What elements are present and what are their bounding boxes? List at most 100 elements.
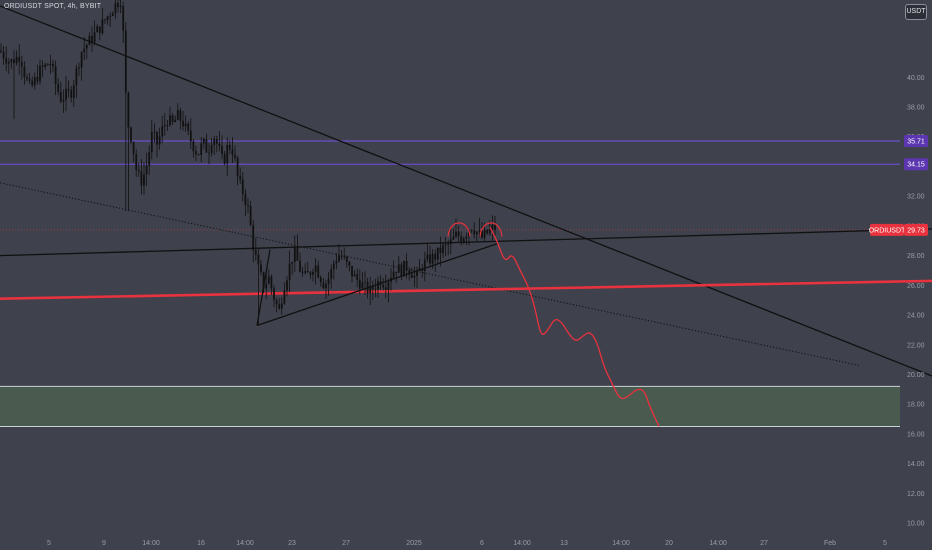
candle-body: [104, 19, 106, 21]
support-line: [0, 279, 932, 301]
candle-body: [257, 254, 260, 265]
level-badge-label: 35.71: [907, 139, 925, 146]
candle-body: [28, 78, 31, 81]
candle-body: [223, 153, 226, 164]
candle-body: [197, 154, 200, 156]
candle-body: [265, 283, 268, 289]
candle-body: [296, 246, 299, 261]
time-tick: 13: [560, 540, 568, 547]
candle-body: [114, 3, 117, 14]
candle-body: [299, 260, 301, 272]
target-zone: [0, 385, 900, 428]
candle-body: [413, 275, 416, 278]
last-price-badge: [904, 223, 928, 236]
candle-body: [205, 138, 208, 153]
time-tick: 23: [288, 540, 296, 547]
symbol-badge: [870, 223, 904, 236]
dotted-trendline: [0, 182, 861, 367]
candle-body: [322, 282, 325, 289]
candle-body: [418, 268, 421, 271]
candle-body: [379, 280, 382, 286]
candle-body: [192, 141, 195, 152]
candle-body: [221, 146, 223, 154]
candle-body: [127, 92, 130, 128]
candle-body: [429, 254, 431, 264]
candle-body: [330, 269, 333, 279]
price-tick: 12.00: [907, 491, 925, 498]
candle-body: [439, 247, 442, 254]
price-tick: 10.00: [907, 521, 925, 528]
candle-body: [403, 260, 405, 277]
projection-curve: [489, 227, 660, 427]
candle-body: [301, 271, 304, 273]
candle-body: [488, 228, 491, 234]
candle-body: [145, 165, 148, 175]
price-tick: 16.00: [907, 431, 925, 438]
candle-body: [325, 283, 327, 289]
candle-body: [283, 290, 286, 304]
candle-body: [356, 274, 359, 280]
time-tick: 20: [665, 540, 673, 547]
time-tick: 27: [342, 540, 350, 547]
candle-body: [36, 77, 39, 82]
candle-body: [249, 206, 252, 225]
candle-body: [182, 120, 184, 127]
candle-body: [7, 62, 10, 64]
candle-body: [421, 268, 424, 271]
candle-body: [361, 282, 364, 289]
candle-body: [494, 224, 496, 230]
candle-body: [319, 277, 322, 283]
candle-body: [317, 265, 320, 278]
candle-body: [156, 131, 158, 145]
candle-body: [293, 246, 296, 262]
candle-body: [23, 66, 26, 78]
last-price-badge-label: 29.73: [907, 227, 925, 234]
candle-body: [267, 276, 270, 284]
candle-body: [65, 88, 67, 100]
candle-body: [239, 175, 242, 180]
candle-body: [179, 110, 182, 121]
level-badge: [904, 135, 928, 148]
candle-body: [423, 259, 426, 271]
candle-body: [101, 19, 104, 34]
symbol-title: ORDIUSDT SPOT, 4h, BYBIT: [4, 3, 102, 10]
candle-body: [244, 193, 247, 206]
candle-body: [5, 58, 8, 64]
candle-body: [98, 26, 101, 34]
candle-body: [236, 157, 239, 176]
trendlines: [0, 5, 932, 377]
target-zone-fill: [0, 386, 900, 427]
candle-body: [457, 231, 460, 237]
candle-body: [228, 145, 231, 150]
candle-body: [348, 261, 351, 267]
candle-body: [52, 63, 54, 67]
time-tick: 14:00: [612, 540, 630, 547]
candle-body: [184, 123, 187, 127]
candle-body: [2, 51, 5, 59]
candle-body: [59, 91, 62, 102]
currency-button[interactable]: USDT: [905, 4, 927, 20]
candle-body: [392, 271, 395, 278]
candle-body: [46, 64, 49, 66]
candle-body: [106, 16, 109, 21]
candle-body: [33, 77, 36, 86]
candle-body: [109, 16, 112, 17]
candle-body: [241, 179, 244, 194]
candle-body: [215, 138, 218, 144]
candle-body: [340, 255, 343, 257]
time-axis: 5 9 14:00 16 14:00 23 27 2025 6 14:00 13 14:00 20 14:…: [47, 540, 887, 547]
candle-body: [135, 154, 138, 170]
candle-body: [150, 131, 153, 153]
candle-body: [371, 285, 374, 290]
price-tick: 20.00: [907, 372, 925, 379]
candle-body: [158, 136, 161, 145]
candle-body: [210, 144, 213, 153]
candle-body: [473, 230, 476, 235]
candle-body: [252, 224, 255, 251]
candle-body: [475, 231, 478, 235]
time-tick: 14:00: [513, 540, 531, 547]
time-tick: 6: [480, 540, 484, 547]
candle-body: [31, 80, 34, 86]
